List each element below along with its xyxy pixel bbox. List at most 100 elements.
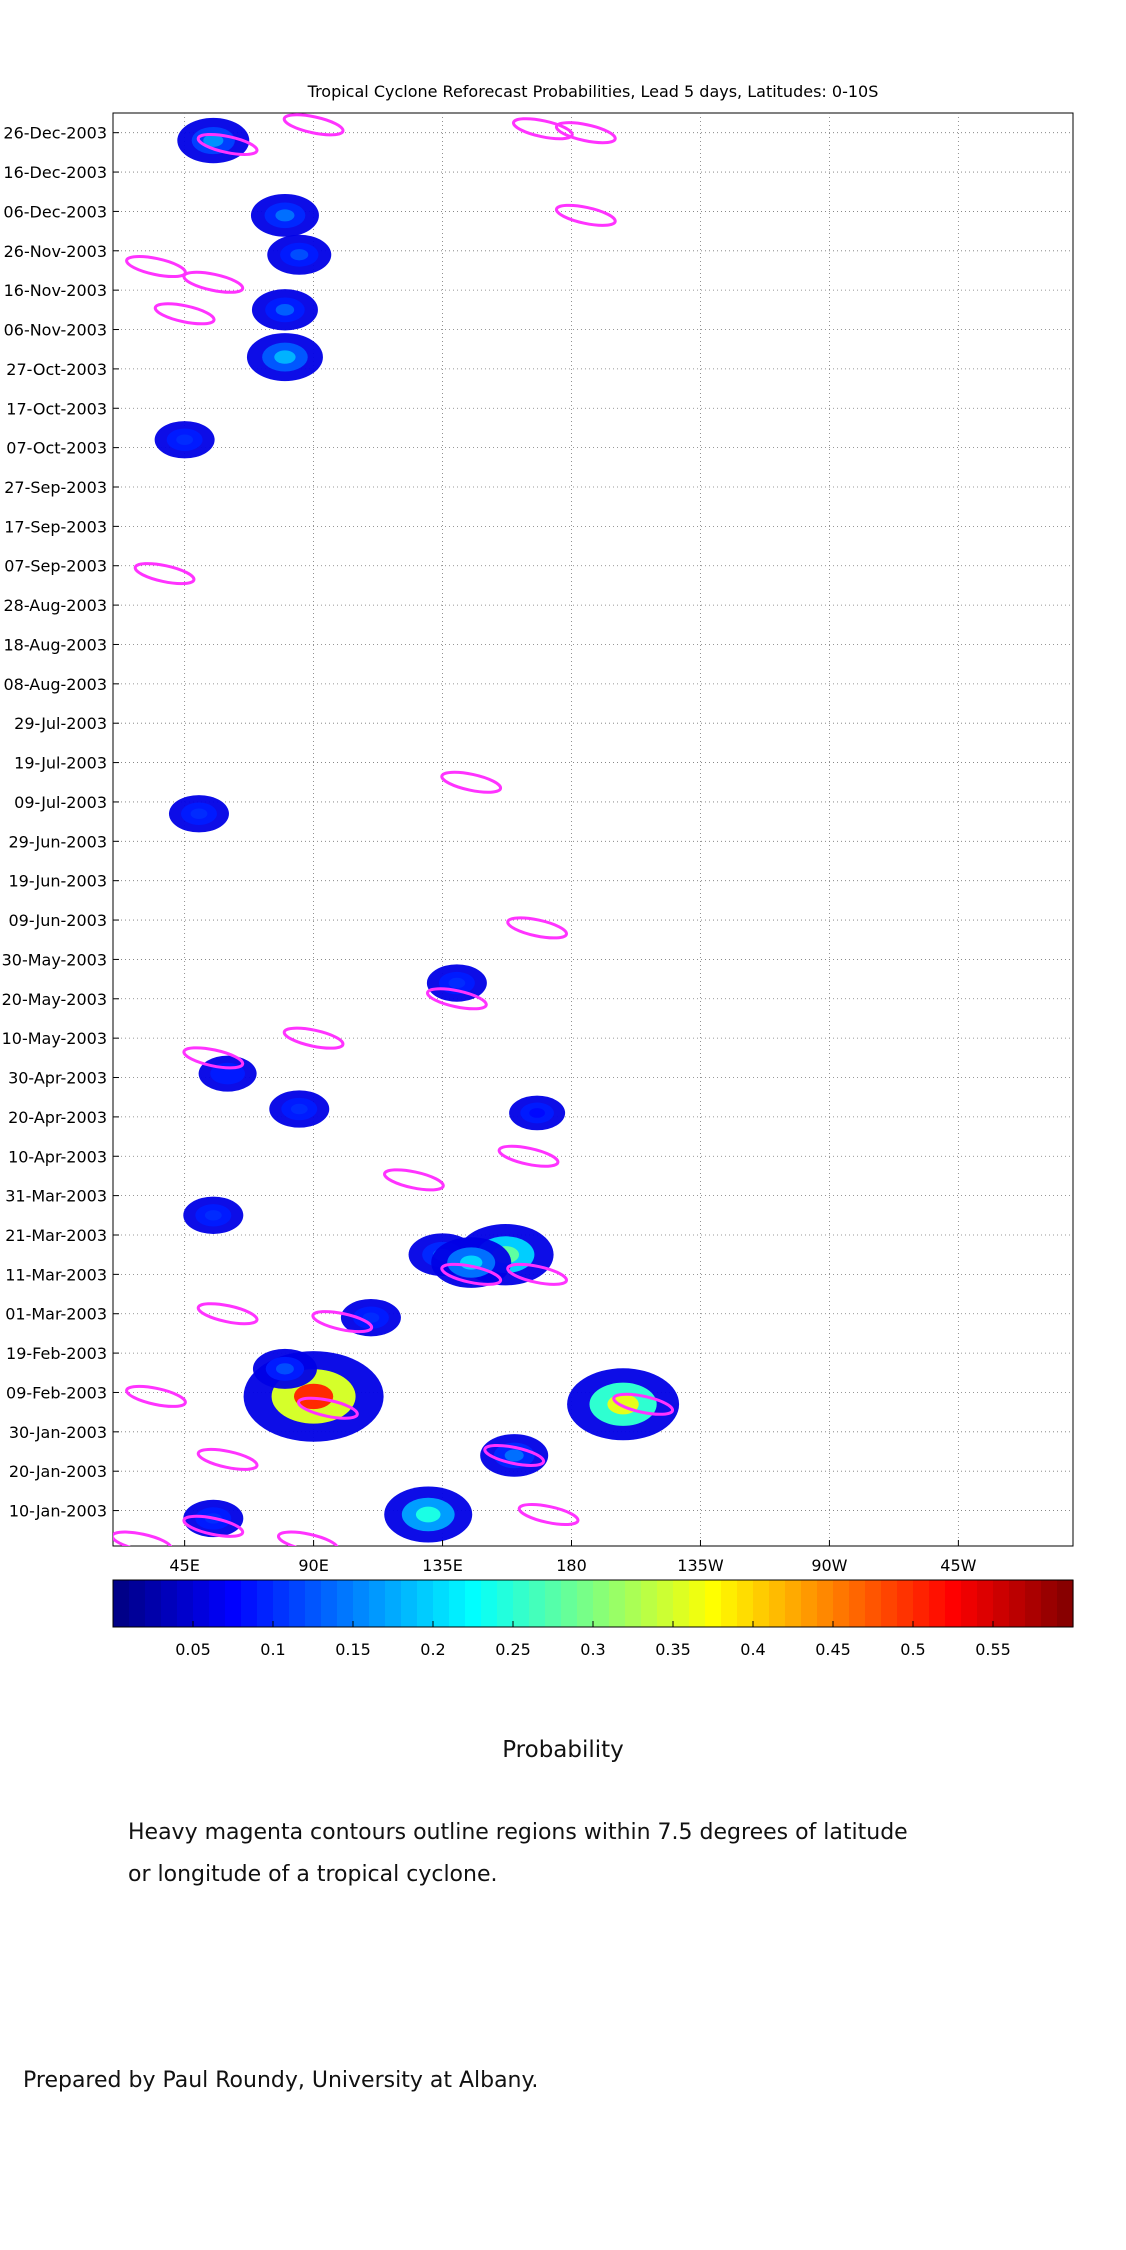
colorbar-tick-label: 0.3	[580, 1640, 605, 1659]
colorbar-tick-label: 0.35	[655, 1640, 691, 1659]
colorbar-tick-label: 0.25	[495, 1640, 531, 1659]
cyclone-contour	[383, 1168, 445, 1192]
cyclone-contour	[196, 1302, 259, 1326]
y-tick-label: 17-Oct-2003	[6, 399, 107, 418]
colorbar-tick-label: 0.55	[975, 1640, 1011, 1659]
cyclone-contour	[297, 1396, 359, 1420]
colorbar-cell	[257, 1580, 274, 1627]
cyclone-contour	[506, 916, 569, 940]
y-tick-label: 18-Aug-2003	[3, 635, 107, 654]
colorbar-tick-label: 0.5	[900, 1640, 925, 1659]
cyclone-contour	[511, 117, 574, 141]
cyclone-contour	[425, 987, 488, 1011]
cyclone-contour	[483, 1443, 546, 1467]
probability-blob	[384, 1486, 473, 1543]
colorbar-cell	[737, 1580, 754, 1627]
colorbar-cell	[705, 1580, 722, 1627]
colorbar-cell	[993, 1580, 1010, 1627]
probability-blob	[267, 234, 332, 275]
x-tick-label: 90W	[811, 1556, 847, 1575]
y-tick-label: 09-Feb-2003	[6, 1383, 107, 1402]
colorbar-cell	[801, 1580, 818, 1627]
chart-title: Tropical Cyclone Reforecast Probabilitie…	[307, 82, 879, 101]
colorbar-cell	[689, 1580, 706, 1627]
colorbar-cell	[641, 1580, 658, 1627]
colorbar-cell	[1025, 1580, 1042, 1627]
y-tick-label: 27-Sep-2003	[4, 478, 107, 497]
y-tick-label: 17-Sep-2003	[4, 517, 107, 536]
colorbar-cell	[401, 1580, 418, 1627]
cyclone-contours	[113, 113, 675, 1546]
colorbar-cell	[577, 1580, 594, 1627]
cyclone-contour	[517, 1502, 580, 1527]
y-tick-label: 31-Mar-2003	[5, 1187, 107, 1206]
colorbar-cell	[593, 1580, 610, 1627]
colorbar-tick-label: 0.45	[815, 1640, 851, 1659]
x-tick-label: 90E	[298, 1556, 328, 1575]
y-tick-label: 16-Nov-2003	[4, 281, 107, 300]
colorbar-cell	[913, 1580, 930, 1627]
colorbar-cell	[353, 1580, 370, 1627]
colorbar-cell	[241, 1580, 258, 1627]
y-tick-label: 19-Jun-2003	[8, 872, 107, 891]
cyclone-contour	[113, 1530, 173, 1546]
colorbar-cell	[609, 1580, 626, 1627]
plot-area: 45E 90E 135E 180 135W 90W 45W 26-Dec-2003 16-De…	[2, 112, 1074, 1575]
colorbar-cell	[481, 1580, 498, 1627]
y-tick-label: 20-Jan-2003	[9, 1462, 107, 1481]
colorbar-cell	[385, 1580, 402, 1627]
colorbar-cell	[817, 1580, 834, 1627]
y-tick-label: 08-Aug-2003	[3, 675, 107, 694]
y-tick-label: 11-Mar-2003	[5, 1265, 107, 1284]
cyclone-contour	[311, 1310, 374, 1334]
colorbar-tick-label: 0.05	[175, 1640, 211, 1659]
cyclone-contour	[440, 1262, 503, 1286]
probability-blob	[168, 795, 229, 833]
y-tick-label: 10-Apr-2003	[8, 1147, 107, 1166]
cyclone-contour	[125, 1384, 187, 1408]
y-tick-label: 26-Nov-2003	[4, 242, 107, 261]
colorbar-cell	[545, 1580, 562, 1627]
colorbar-cell	[321, 1580, 338, 1627]
cyclone-contour	[612, 1392, 675, 1416]
y-tick-label: 06-Dec-2003	[3, 202, 107, 221]
colorbar-cell	[305, 1580, 322, 1627]
colorbar-cell	[225, 1580, 242, 1627]
cyclone-contour	[282, 1026, 345, 1050]
axes-frame	[112, 112, 1074, 1547]
colorbar-label: Probability	[502, 1737, 624, 1763]
x-axis-ticks: 45E 90E 135E 180 135W 90W 45W	[169, 1540, 977, 1575]
colorbar-cell	[145, 1580, 162, 1627]
colorbar-cell	[209, 1580, 226, 1627]
y-tick-label: 28-Aug-2003	[3, 596, 107, 615]
credit-line: Prepared by Paul Roundy, University at A…	[23, 2068, 539, 2093]
cyclone-contour	[554, 121, 617, 145]
y-tick-label: 29-Jun-2003	[8, 832, 107, 851]
cyclone-contour	[182, 270, 245, 294]
y-tick-label: 07-Sep-2003	[4, 557, 107, 576]
colorbar-cell	[849, 1580, 866, 1627]
colorbar-tick-label: 0.2	[420, 1640, 445, 1659]
y-tick-label: 21-Mar-2003	[5, 1226, 107, 1245]
cyclone-contour	[440, 770, 503, 794]
y-tick-label: 16-Dec-2003	[3, 163, 107, 182]
probability-blob	[426, 964, 487, 1002]
colorbar-cell	[961, 1580, 978, 1627]
probability-blob	[567, 1368, 680, 1441]
probability-blob	[250, 194, 319, 237]
colorbar-cell	[465, 1580, 482, 1627]
colorbar-cell	[497, 1580, 514, 1627]
y-tick-label: 09-Jun-2003	[8, 911, 107, 930]
colorbar-ticks: 0.05 0.1 0.15 0.2 0.25 0.3 0.35 0.4 0.45 0.5 0.55	[175, 1621, 1011, 1659]
y-tick-label: 19-Feb-2003	[6, 1344, 107, 1363]
gridlines	[113, 113, 1073, 1546]
colorbar-cell	[561, 1580, 578, 1627]
colorbar-cell	[417, 1580, 434, 1627]
cyclone-contour	[182, 1046, 245, 1070]
colorbar-cell	[977, 1580, 994, 1627]
colorbar-cell	[289, 1580, 306, 1627]
y-tick-label: 20-Apr-2003	[8, 1108, 107, 1127]
y-tick-label: 09-Jul-2003	[14, 793, 107, 812]
colorbar-cell	[929, 1580, 946, 1627]
cyclone-contour	[506, 1262, 569, 1286]
